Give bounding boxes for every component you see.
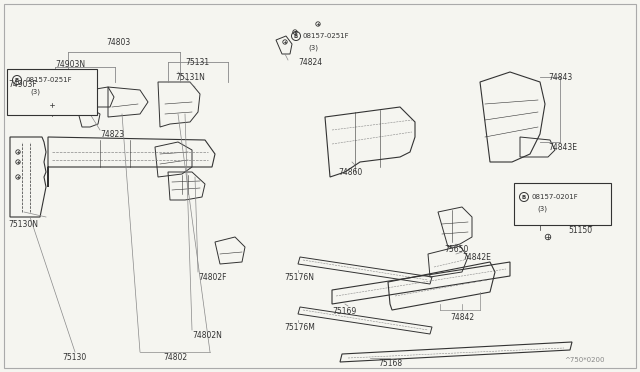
Text: 75650: 75650 [444, 246, 468, 254]
Text: B: B [294, 33, 298, 38]
Text: 75176M: 75176M [284, 324, 315, 333]
FancyBboxPatch shape [7, 69, 97, 115]
Text: 74903N: 74903N [55, 60, 85, 68]
Text: 08157-0251F: 08157-0251F [25, 77, 72, 83]
Text: (3): (3) [537, 206, 547, 212]
Text: 74903F: 74903F [8, 80, 36, 89]
Text: 75130: 75130 [62, 353, 86, 362]
Text: (3): (3) [30, 89, 40, 95]
FancyBboxPatch shape [514, 183, 611, 225]
Text: 75131N: 75131N [175, 73, 205, 81]
Text: 75130N: 75130N [8, 219, 38, 228]
Text: 08157-0251F: 08157-0251F [303, 33, 349, 39]
Text: 74860: 74860 [338, 167, 362, 176]
Text: 08157-0201F: 08157-0201F [532, 194, 579, 200]
Text: 75168: 75168 [378, 359, 402, 369]
Text: 74824: 74824 [298, 58, 322, 67]
Text: B: B [522, 195, 526, 199]
Text: 74842: 74842 [450, 312, 474, 321]
Text: 74842E: 74842E [462, 253, 491, 262]
Text: 74843E: 74843E [548, 142, 577, 151]
Text: 74802: 74802 [163, 353, 187, 362]
Text: 75169: 75169 [332, 308, 356, 317]
Text: B: B [15, 77, 19, 83]
Text: 75131: 75131 [185, 58, 209, 67]
Text: 74823: 74823 [100, 129, 124, 138]
Text: 51150: 51150 [568, 225, 592, 234]
Text: 74802F: 74802F [198, 273, 227, 282]
Text: ^750*0200: ^750*0200 [564, 357, 605, 363]
Text: 74802N: 74802N [192, 331, 222, 340]
Text: (3): (3) [308, 45, 318, 51]
Text: 74843: 74843 [548, 73, 572, 81]
Text: 75176N: 75176N [284, 273, 314, 282]
Text: 74803: 74803 [106, 38, 130, 46]
